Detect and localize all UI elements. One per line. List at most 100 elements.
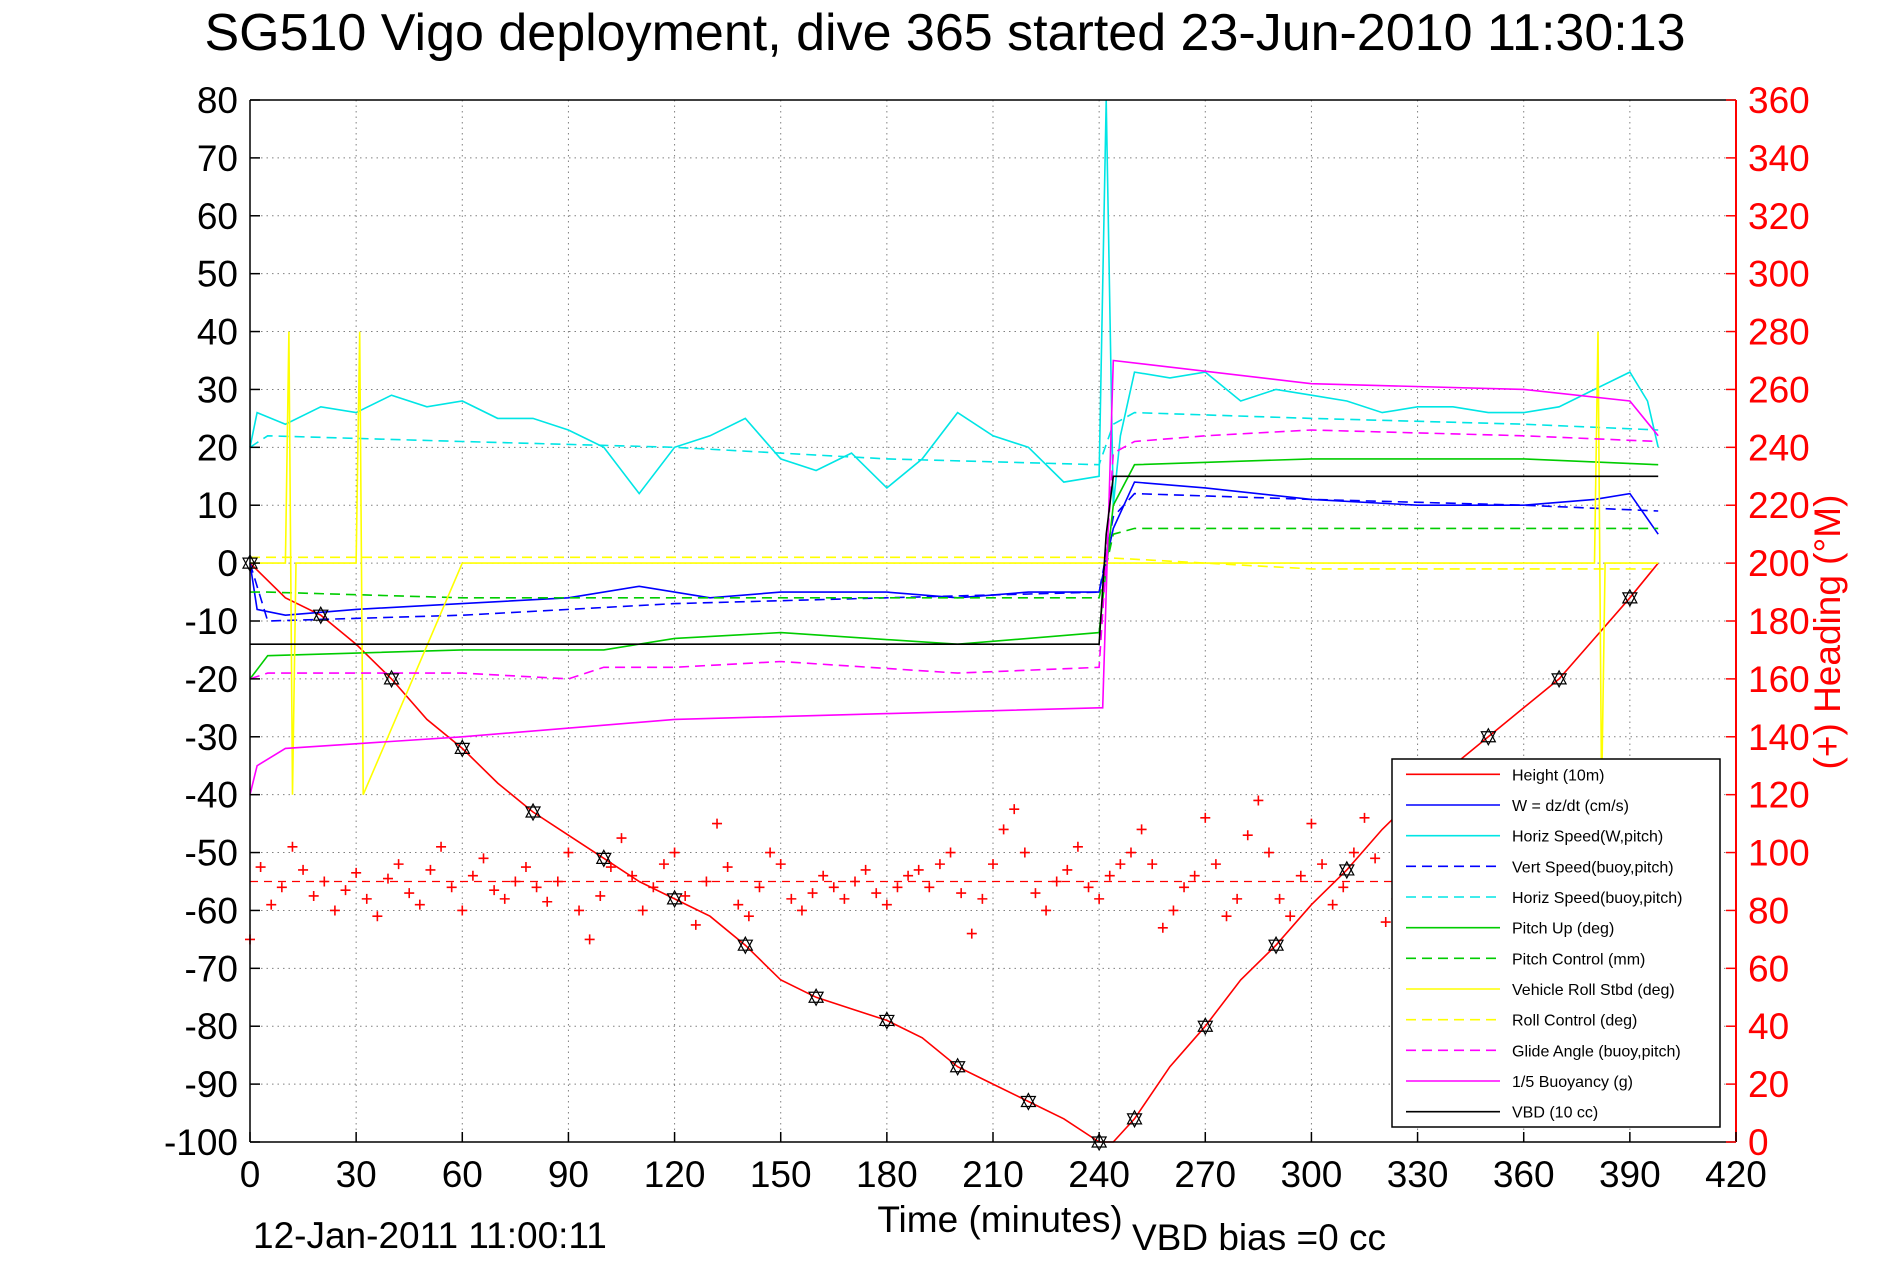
heading-point [605, 862, 616, 873]
heading-point [287, 841, 298, 852]
heading-point [966, 928, 977, 939]
heading-point [1274, 893, 1285, 904]
x-tick-label: 240 [1068, 1154, 1130, 1195]
heading-point [499, 893, 510, 904]
height-marker-up [1197, 1016, 1214, 1032]
heading-point [266, 899, 277, 910]
heading-point [1295, 870, 1306, 881]
heading-point [669, 847, 680, 858]
height-marker-up [1020, 1092, 1037, 1108]
y-tick-label: -90 [185, 1064, 238, 1105]
legend-label-5: Pitch Up (deg) [1512, 921, 1614, 938]
heading-point [712, 818, 723, 829]
heading-point [839, 893, 850, 904]
legend-box [1391, 758, 1721, 1128]
y-right-tick-label: 320 [1748, 196, 1810, 237]
height-marker-down [383, 673, 400, 689]
height-marker-up [808, 988, 825, 1003]
height-marker-down [1551, 673, 1568, 689]
heading-point [1348, 847, 1359, 858]
tick-labels: 0 30 60 90 120 150 180 210 240 270 300 330 360 390 420… [164, 80, 1810, 1195]
y-tick-label: -10 [185, 601, 238, 642]
heading-point [1104, 870, 1115, 881]
y-right-tick-label: 80 [1748, 890, 1789, 931]
heading-point [1380, 917, 1391, 928]
heading-point [1327, 899, 1338, 910]
x-tick-label: 90 [548, 1154, 589, 1195]
heading-point [489, 885, 500, 896]
heading-point [1200, 812, 1211, 823]
heading-point [1094, 893, 1105, 904]
height-marker-down [1020, 1095, 1037, 1111]
height-marker-up [312, 605, 329, 621]
x-tick-label: 180 [856, 1154, 918, 1195]
heading-point [563, 847, 574, 858]
x-tick-label: 60 [442, 1154, 483, 1195]
x-tick-label: 150 [750, 1154, 812, 1195]
height-marker-down [808, 991, 825, 1007]
heading-point [340, 885, 351, 896]
heading-point [1157, 922, 1168, 933]
legend-label-6: Pitch Control (mm) [1512, 951, 1645, 968]
heading-point [627, 870, 638, 881]
y-tick-label: 10 [197, 485, 238, 526]
heading-point [934, 859, 945, 870]
height-marker-down [1480, 731, 1497, 747]
y-right-tick-label: 240 [1748, 427, 1810, 468]
height-marker-down [595, 852, 612, 868]
height-marker-up [595, 849, 612, 864]
x-tick-label: 300 [1281, 1154, 1343, 1195]
y-right-tick-label: 160 [1748, 659, 1810, 700]
heading-point [680, 890, 691, 901]
y-tick-label: 20 [197, 427, 238, 468]
y-tick-label: 40 [197, 312, 238, 353]
heading-point [1125, 847, 1136, 858]
height-marker-up [878, 1011, 895, 1027]
y-right-tick-label: 280 [1748, 312, 1810, 353]
y-tick-label: 30 [197, 369, 238, 410]
series-line-11 [250, 475, 1659, 646]
series-line-10 [249, 359, 1659, 795]
heading-point [1030, 888, 1041, 899]
heading-point [446, 882, 457, 893]
legend-label-11: VBD (10 cc) [1512, 1105, 1598, 1122]
legend-label-8: Roll Control (deg) [1512, 1013, 1637, 1030]
y-tick-label: -70 [185, 948, 238, 989]
heading-point [690, 919, 701, 930]
height-marker-down [525, 806, 542, 822]
heading-point [743, 911, 754, 922]
y-right-tick-label: 220 [1748, 485, 1810, 526]
legend-label-7: Vehicle Roll Stbd (deg) [1512, 982, 1675, 999]
heading-point [414, 899, 425, 910]
heading-point [510, 876, 521, 887]
heading-point [637, 905, 648, 916]
y-tick-label: -80 [185, 1006, 238, 1047]
y-tick-label: -30 [185, 717, 238, 758]
x-tick-label: 420 [1705, 1154, 1767, 1195]
height-marker-down [1126, 1113, 1143, 1129]
series-line-8 [250, 556, 1659, 570]
heading-point [616, 833, 627, 844]
heading-point [531, 882, 542, 893]
x-tick-label: 30 [336, 1154, 377, 1195]
heading-point [1189, 870, 1200, 881]
heading-point [945, 847, 956, 858]
heading-point [1009, 804, 1020, 815]
heading-point [542, 896, 553, 907]
heading-point [977, 893, 988, 904]
height-marker-up [666, 889, 683, 905]
heading-point [1083, 882, 1094, 893]
y-right-tick-label: 0 [1748, 1122, 1769, 1163]
series-line-9 [249, 429, 1659, 680]
heading-point [584, 934, 595, 945]
heading-point [892, 882, 903, 893]
heading-point [871, 888, 882, 899]
heading-point [1253, 795, 1264, 806]
height-marker-up [737, 935, 754, 951]
series-line-4 [249, 411, 1659, 466]
heading-point [765, 847, 776, 858]
heading-point [1136, 824, 1147, 835]
heading-point [467, 870, 478, 881]
x-tick-label: 390 [1599, 1154, 1661, 1195]
